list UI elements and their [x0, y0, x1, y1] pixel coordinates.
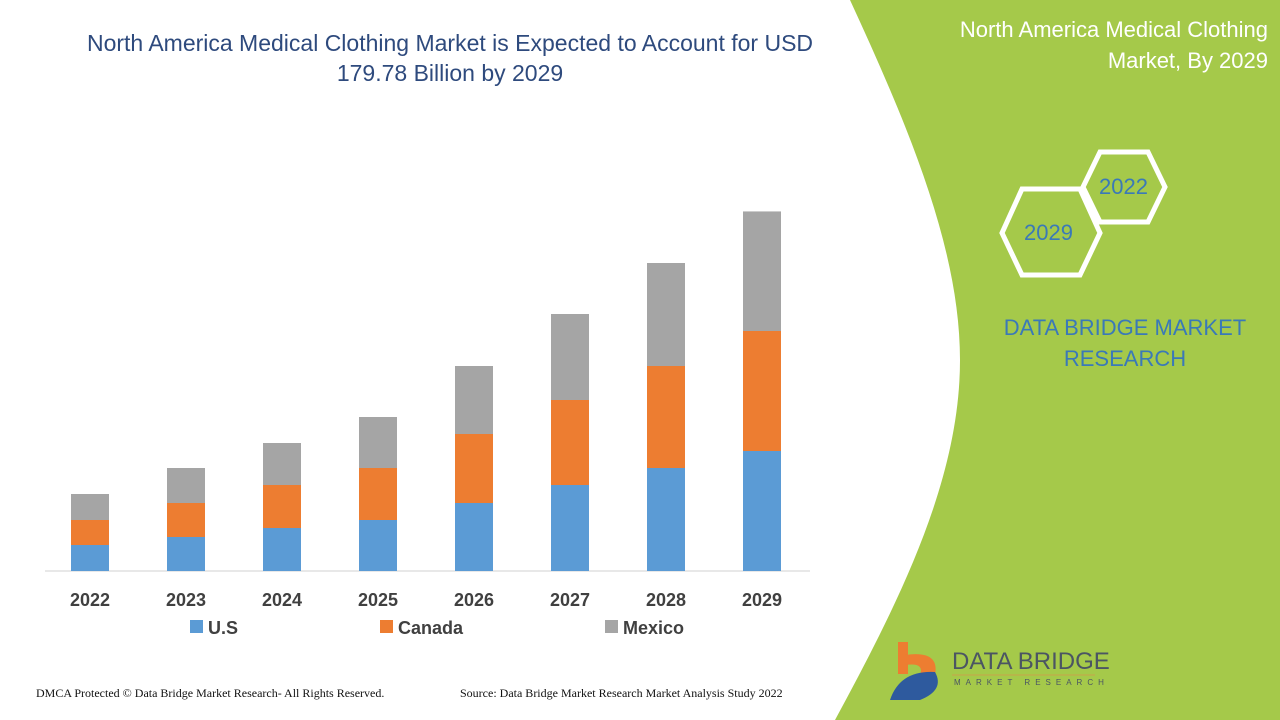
bar-canada-2028 — [647, 366, 685, 468]
bar-us-2027 — [551, 485, 589, 571]
bar-canada-2023 — [167, 503, 205, 537]
bar-mexico-2028 — [647, 263, 685, 366]
page-title: North America Medical Clothing Market is… — [86, 30, 814, 86]
bar-canada-2029 — [743, 331, 781, 451]
stacked-bar-chart: 2022 2023 2024 2025 2026 2027 2028 2029 U.S Canad… — [45, 211, 810, 638]
brand-text: DATA BRIDGE MARKET RESEARCH — [1003, 315, 1247, 371]
x-tick-label: 2029 — [742, 590, 782, 610]
logo-sub: MARKET RESEARCH — [954, 678, 1109, 687]
bar-us-2029 — [743, 451, 781, 571]
bar-canada-2022 — [71, 520, 109, 545]
legend-label: Mexico — [623, 618, 684, 638]
bar-us-2025 — [359, 520, 397, 571]
x-tick-label: 2026 — [454, 590, 494, 610]
bar-mexico-2022 — [71, 494, 109, 520]
hexagon-label-2022: 2022 — [1099, 174, 1148, 199]
logo-name: DATA BRIDGE — [952, 648, 1110, 675]
x-tick-label: 2027 — [550, 590, 590, 610]
green-panel — [835, 0, 1280, 720]
footer-copyright: DMCA Protected © Data Bridge Market Rese… — [36, 686, 385, 700]
hexagon-2022 — [1080, 149, 1168, 225]
bar-canada-2025 — [359, 468, 397, 520]
x-tick-label: 2028 — [646, 590, 686, 610]
side-title: North America Medical Clothing Market, B… — [959, 17, 1268, 73]
bar-canada-2026 — [455, 434, 493, 503]
legend-label: U.S — [208, 618, 238, 638]
bar-mexico-2026 — [455, 366, 493, 434]
x-tick-label: 2023 — [166, 590, 206, 610]
bar-us-2022 — [71, 545, 109, 571]
bar-mexico-2027 — [551, 314, 589, 400]
bar-us-2026 — [455, 503, 493, 571]
hexagon-2029 — [999, 186, 1103, 278]
legend-swatch — [380, 620, 393, 633]
footer-source: Source: Data Bridge Market Research Mark… — [460, 686, 783, 700]
legend-label: Canada — [398, 618, 464, 638]
bar-us-2023 — [167, 537, 205, 571]
bar-mexico-2024 — [263, 443, 301, 485]
bar-mexico-2025 — [359, 417, 397, 468]
hexagon-label-2029: 2029 — [1024, 220, 1073, 245]
bar-canada-2024 — [263, 485, 301, 528]
x-tick-label: 2025 — [358, 590, 398, 610]
bar-mexico-2023 — [167, 468, 205, 503]
bar-mexico-2029 — [743, 211, 781, 331]
legend-swatch — [605, 620, 618, 633]
x-tick-label: 2022 — [70, 590, 110, 610]
logo-icon — [890, 642, 1095, 700]
bar-us-2028 — [647, 468, 685, 571]
x-tick-label: 2024 — [262, 590, 302, 610]
bar-canada-2027 — [551, 400, 589, 485]
bar-us-2024 — [263, 528, 301, 571]
legend-swatch — [190, 620, 203, 633]
